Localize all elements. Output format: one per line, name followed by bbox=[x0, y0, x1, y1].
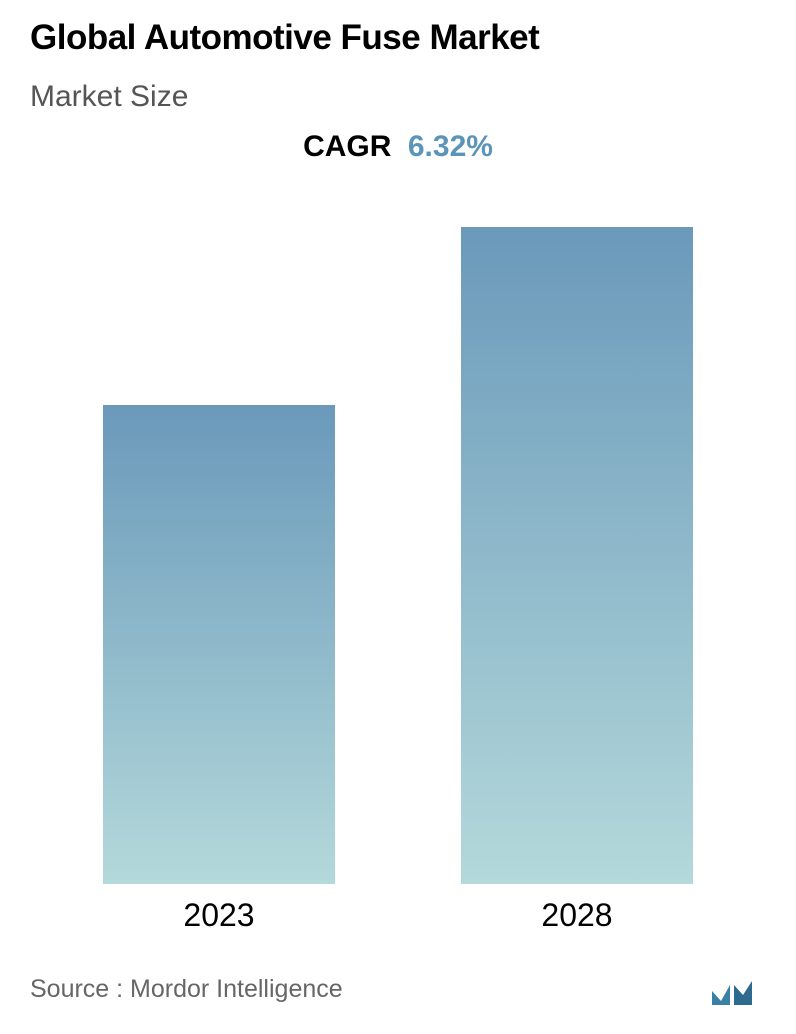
source-text: Source : Mordor Intelligence bbox=[30, 975, 343, 1004]
bar-wrap-0 bbox=[40, 200, 398, 884]
bar-0 bbox=[103, 405, 336, 884]
page-subtitle: Market Size bbox=[30, 80, 188, 114]
category-label-0: 2023 bbox=[40, 897, 398, 934]
brand-logo bbox=[710, 979, 766, 1012]
chart-area bbox=[40, 200, 756, 884]
category-labels: 2023 2028 bbox=[40, 897, 756, 934]
chart-container: Global Automotive Fuse Market Market Siz… bbox=[0, 0, 796, 1034]
cagr-row: CAGR 6.32% bbox=[0, 130, 796, 164]
page-title: Global Automotive Fuse Market bbox=[30, 18, 539, 58]
bars-group bbox=[40, 200, 756, 884]
cagr-value: 6.32% bbox=[408, 130, 493, 163]
category-label-1: 2028 bbox=[398, 897, 756, 934]
bar-wrap-1 bbox=[398, 200, 756, 884]
bar-1 bbox=[461, 227, 694, 884]
cagr-label: CAGR bbox=[303, 130, 391, 163]
